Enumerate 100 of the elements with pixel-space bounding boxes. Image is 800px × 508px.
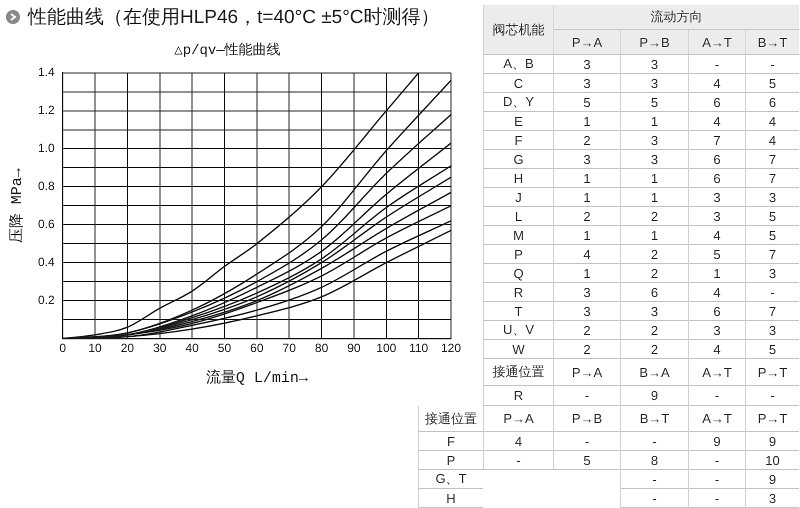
- text: 2: [650, 266, 658, 280]
- text: 接通位置: [425, 410, 477, 428]
- y-axis-title: 压降 MPa→: [8, 168, 26, 244]
- text: -: [714, 490, 720, 506]
- text: 5: [583, 94, 591, 110]
- text: B→A: [639, 364, 670, 380]
- text: G、T: [435, 470, 467, 488]
- x-tick-label: 10: [88, 341, 102, 356]
- text: P: [514, 246, 523, 262]
- text: 3: [768, 322, 776, 338]
- text: C: [514, 76, 524, 90]
- y-tick-label: 1.4: [38, 65, 55, 80]
- text: 5: [768, 228, 776, 242]
- text: 9: [650, 388, 658, 403]
- y-tick-label: 1.0: [38, 141, 55, 156]
- text: -: [714, 388, 720, 403]
- x-tick-label: 40: [185, 341, 200, 356]
- text: T: [514, 304, 522, 318]
- text: P→B: [639, 34, 670, 50]
- text: 2: [650, 342, 658, 356]
- text: 5: [650, 94, 658, 110]
- text: L: [514, 208, 522, 224]
- text: 接通位置: [492, 363, 544, 381]
- text: P→B: [572, 411, 602, 426]
- text: 1: [583, 266, 591, 280]
- text: 流动方向: [650, 8, 702, 26]
- text: M: [513, 228, 524, 242]
- y-tick-label: 1.2: [38, 103, 55, 118]
- text: 7: [768, 246, 776, 262]
- text: -: [770, 284, 775, 300]
- text: H: [446, 490, 456, 506]
- text: 4: [514, 434, 522, 448]
- x-tick-label: 90: [347, 341, 361, 356]
- x-tick-label: 60: [250, 341, 264, 356]
- text: U、V: [502, 321, 534, 339]
- text: G: [513, 152, 524, 166]
- text: 3: [583, 304, 591, 318]
- text: 5: [768, 208, 776, 224]
- text: 6: [713, 304, 721, 318]
- text: R: [514, 388, 524, 403]
- text: 3: [650, 76, 658, 90]
- text: D、Y: [502, 93, 534, 111]
- text: H: [514, 170, 524, 186]
- x-tick-label: 20: [120, 341, 134, 356]
- text: 9: [768, 472, 776, 486]
- x-tick-label: 30: [153, 341, 167, 356]
- text: 3: [768, 266, 776, 280]
- text: 7: [768, 170, 776, 186]
- text: -: [652, 434, 657, 448]
- text: 4: [768, 132, 776, 148]
- text: 3: [713, 190, 721, 204]
- text: 3: [768, 190, 776, 204]
- text: P→A: [503, 411, 534, 426]
- text: 10: [765, 452, 780, 468]
- text: -: [652, 472, 657, 486]
- x-tick-label: 80: [314, 341, 329, 356]
- y-tick-label: 0.2: [38, 292, 55, 307]
- text: 2: [583, 132, 591, 148]
- x-tick-label: 0: [59, 341, 66, 356]
- x-tick-label: 50: [218, 341, 232, 356]
- text: 6: [650, 284, 658, 300]
- text: 2: [583, 342, 591, 356]
- x-tick-label: 110: [409, 341, 429, 356]
- chart-subtitle: △p/qv—性能曲线: [174, 42, 281, 60]
- text: -: [770, 388, 775, 403]
- text: -: [770, 56, 775, 72]
- text: 4: [713, 342, 721, 356]
- text: 3: [583, 152, 591, 166]
- text: 3: [583, 76, 591, 90]
- text: F: [514, 132, 522, 148]
- x-tick-label: 120: [440, 341, 462, 356]
- text: 6: [713, 152, 721, 166]
- text: 4: [768, 114, 776, 128]
- text: A→T: [702, 411, 732, 426]
- text: A→T: [702, 364, 732, 380]
- text: 2: [583, 322, 591, 338]
- text: 1: [583, 190, 591, 204]
- text: -: [714, 56, 720, 72]
- text: F: [447, 434, 455, 448]
- text: 5: [713, 246, 721, 262]
- text: P→A: [572, 34, 602, 50]
- text: R: [514, 284, 524, 300]
- text: P→A: [572, 364, 602, 380]
- text: 3: [650, 56, 658, 72]
- text: 6: [768, 94, 776, 110]
- text: 4: [713, 284, 721, 300]
- text: 7: [768, 152, 776, 166]
- text: 4: [713, 114, 721, 128]
- text: 2: [650, 246, 658, 262]
- text: 1: [583, 170, 591, 186]
- text: 6: [713, 170, 721, 186]
- text: 1: [713, 266, 721, 280]
- text: -: [714, 472, 720, 486]
- text: 7: [768, 304, 776, 318]
- text: 4: [583, 246, 591, 262]
- text: 8: [650, 452, 658, 468]
- text: 3: [713, 322, 721, 338]
- y-tick-label: 0.6: [38, 217, 55, 231]
- text: Q: [513, 266, 524, 280]
- text: P→T: [758, 411, 788, 426]
